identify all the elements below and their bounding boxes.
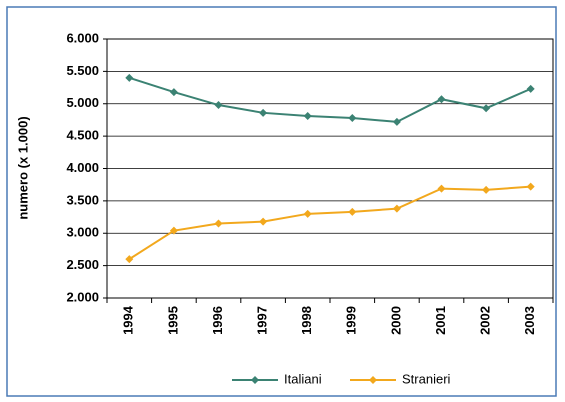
point — [348, 207, 357, 216]
point — [348, 113, 357, 122]
y-tick-label: 5.000 — [66, 95, 99, 110]
x-tick-label: 1999 — [344, 306, 359, 335]
point — [526, 182, 535, 191]
x-tick-label: 1995 — [165, 306, 180, 335]
point — [303, 112, 312, 121]
y-tick-label: 2.000 — [66, 289, 99, 304]
y-tick-label: 5.500 — [66, 63, 99, 78]
point — [214, 219, 223, 228]
y-tick-label: 3.500 — [66, 192, 99, 207]
point — [482, 185, 491, 194]
y-tick-label: 3.000 — [66, 225, 99, 240]
x-tick-label: 1998 — [299, 306, 314, 335]
x-tick-label: 2000 — [388, 306, 403, 335]
legend-marker — [369, 376, 377, 384]
point — [259, 108, 268, 117]
point — [392, 204, 401, 213]
legend-label: Stranieri — [402, 371, 451, 386]
point — [526, 84, 535, 93]
x-tick-label: 2003 — [522, 306, 537, 335]
legend-label: Italiani — [284, 371, 322, 386]
point — [437, 95, 446, 104]
y-axis-label: numero (x 1.000) — [15, 116, 30, 219]
series-line — [128, 185, 531, 260]
point — [125, 255, 134, 264]
y-tick-label: 6.000 — [66, 30, 99, 45]
point — [214, 101, 223, 110]
x-tick-label: 1997 — [255, 306, 270, 335]
point — [259, 217, 268, 226]
legend-marker — [251, 376, 259, 384]
point — [169, 226, 178, 235]
x-tick-label: 2002 — [478, 306, 493, 335]
y-tick-label: 4.000 — [66, 160, 99, 175]
x-tick-label: 1996 — [210, 306, 225, 335]
x-tick-label: 2001 — [433, 306, 448, 335]
point — [303, 209, 312, 218]
point — [437, 184, 446, 193]
series-line — [128, 76, 532, 123]
frame — [6, 6, 557, 397]
point — [169, 88, 178, 97]
point — [392, 117, 401, 126]
y-tick-label: 4.500 — [66, 128, 99, 143]
point — [482, 104, 491, 113]
y-tick-label: 2.500 — [66, 257, 99, 272]
x-tick-label: 1994 — [121, 305, 136, 335]
point — [125, 73, 134, 82]
